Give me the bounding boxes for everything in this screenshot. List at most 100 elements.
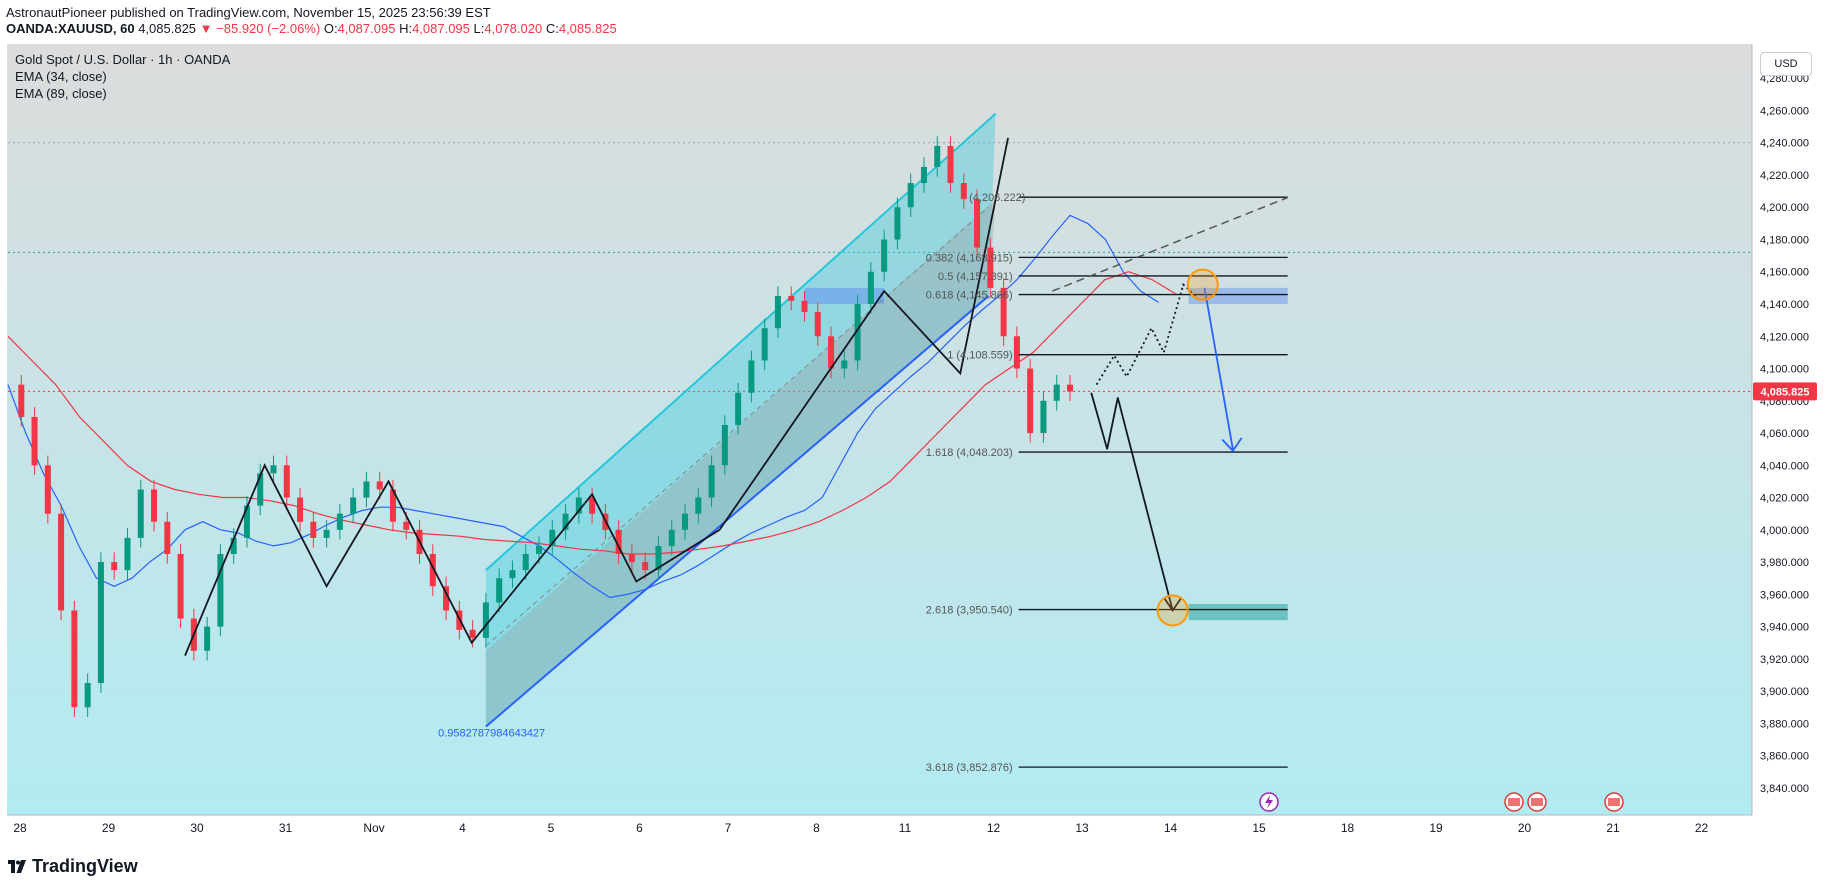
last-price-tag (1753, 382, 1817, 401)
candle-body (934, 145, 941, 167)
flag-icon-us-stripes (1608, 798, 1620, 806)
legend-ema34[interactable]: EMA (34, close) (15, 69, 107, 84)
candle-body (429, 554, 436, 587)
x-tick-label: 14 (1164, 821, 1178, 835)
symbol-name[interactable]: OANDA:XAUUSD, 60 (6, 21, 135, 36)
low-label: L: (473, 21, 485, 36)
projection-blue-arrow (1203, 287, 1234, 450)
x-tick-label: 6 (636, 821, 643, 835)
fib-label-0.618: 0.618 (4,145.866) (926, 290, 1013, 302)
candle-body (230, 537, 237, 554)
tradingview-logo[interactable]: TradingView (8, 856, 138, 877)
wave-zigzag (184, 137, 1009, 656)
price-chart[interactable]: 0.9582787984643427 (4,206.222) 0.382 (4,1… (0, 44, 1829, 852)
y-tick-label: 4,120.000 (1760, 331, 1809, 343)
candle-body (164, 521, 171, 554)
candle-body (960, 183, 967, 200)
candle-body (509, 570, 516, 579)
chart-header: AstronautPioneer published on TradingVie… (0, 0, 1829, 44)
candle-body (71, 610, 78, 708)
y-tick-label: 4,000.000 (1760, 525, 1809, 537)
price-axis[interactable] (1752, 44, 1829, 815)
candle-body (974, 199, 981, 248)
y-tick-label: 4,180.000 (1760, 234, 1809, 246)
candle-body (1000, 287, 1007, 337)
x-tick-label: 8 (813, 821, 820, 835)
candle-body (243, 505, 250, 538)
symbol-line: OANDA:XAUUSD, 60 4,085.825 ▼ −85.920 (−2… (6, 21, 617, 36)
candle-body (814, 312, 821, 337)
candle-body (350, 497, 357, 514)
candle-body (283, 465, 290, 498)
currency-button[interactable]: USD (1760, 52, 1812, 76)
candle-body (894, 207, 901, 240)
legend-ema89[interactable]: EMA (89, close) (15, 86, 107, 101)
x-tick-label: 29 (102, 821, 116, 835)
candle-body (336, 513, 343, 530)
y-tick-label: 4,160.000 (1760, 267, 1809, 279)
close-value: 4,085.825 (558, 21, 617, 36)
y-tick-label: 4,020.000 (1760, 493, 1809, 505)
candle-body (1013, 336, 1020, 369)
y-tick-label: 4,220.000 (1760, 170, 1809, 182)
candle-body (443, 586, 450, 611)
y-tick-label: 3,940.000 (1760, 622, 1809, 634)
candle-body (907, 183, 914, 208)
channel-mid-line (485, 206, 989, 647)
candle-body (589, 497, 596, 514)
x-tick-label: 28 (13, 821, 27, 835)
candle-body (1053, 384, 1060, 401)
candle-body (682, 513, 689, 530)
candle-body (323, 529, 330, 538)
fib-label-1.618: 1.618 (4,048.203) (926, 447, 1013, 459)
open-label: O: (323, 21, 338, 36)
candle-body (137, 489, 144, 538)
y-tick-label: 4,140.000 (1760, 299, 1809, 311)
y-tick-label: 3,880.000 (1760, 718, 1809, 730)
candle-body (867, 271, 874, 304)
candle-body (97, 562, 104, 684)
fib-label-2.618: 2.618 (3,950.540) (926, 605, 1013, 617)
channel-box (804, 287, 885, 304)
candle-body (642, 562, 649, 571)
candle-body (947, 145, 954, 184)
flag-icon-us-stripes (1531, 798, 1543, 806)
trend-dashed-line (1052, 196, 1288, 292)
candle-body (217, 554, 224, 627)
candle-body (788, 295, 795, 301)
candle-body (761, 328, 768, 361)
flag-icon-us-stripes (1508, 798, 1520, 806)
y-tick-label: 4,040.000 (1760, 460, 1809, 472)
candle-body (536, 545, 542, 554)
candle-body (376, 481, 383, 490)
x-tick-label: 31 (279, 821, 293, 835)
candle-body (58, 513, 65, 611)
candle-body (496, 578, 503, 603)
high-label: H: (399, 21, 413, 36)
x-tick-label: 20 (1518, 821, 1532, 835)
candle-body (615, 529, 622, 554)
candle-body (482, 602, 489, 638)
arrow-head-blue (1221, 437, 1243, 453)
candle-body (257, 473, 264, 506)
candle-body (18, 384, 25, 417)
candle-body (721, 424, 728, 466)
tradingview-icon (8, 860, 26, 873)
plot-background (7, 44, 1752, 815)
candle-body (655, 545, 662, 571)
x-tick-label: 18 (1341, 821, 1355, 835)
legend-title[interactable]: Gold Spot / U.S. Dollar · 1h · OANDA (15, 52, 231, 67)
x-tick-label: 15 (1252, 821, 1266, 835)
x-tick-label: 5 (548, 821, 555, 835)
candle-body (668, 529, 675, 546)
time-axis[interactable] (7, 815, 1829, 839)
candle-body (774, 295, 781, 329)
candle-body (562, 513, 569, 530)
candle-body (389, 489, 396, 522)
y-tick-label: 4,260.000 (1760, 105, 1809, 117)
candle-body (708, 465, 715, 498)
last-price-tag-label: 4,085.825 (1761, 386, 1810, 398)
x-tick-label: 7 (725, 821, 732, 835)
channel-lower-line (485, 295, 990, 728)
y-tick-label: 3,900.000 (1760, 686, 1809, 698)
